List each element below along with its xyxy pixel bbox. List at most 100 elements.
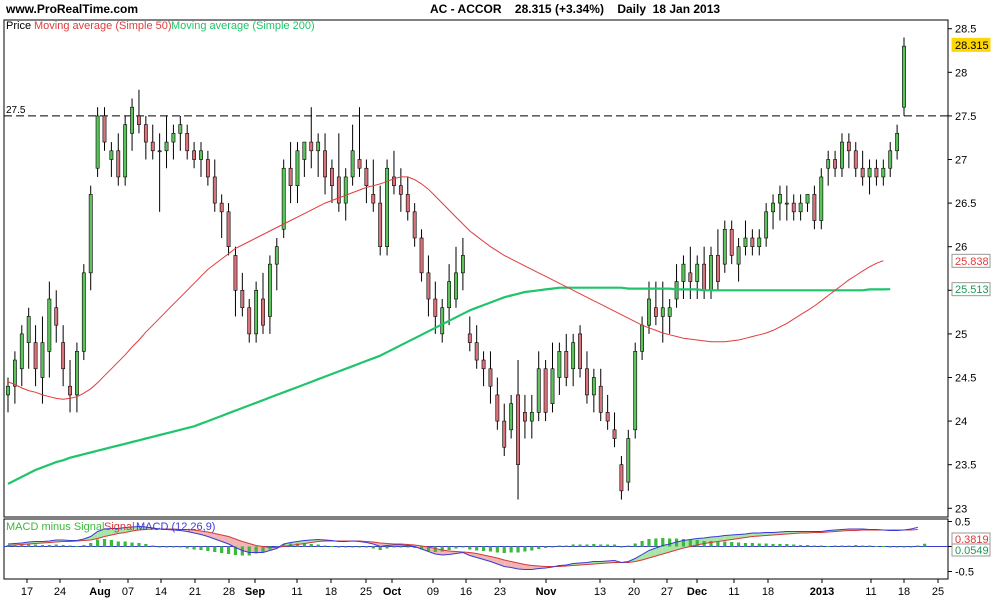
candle-body xyxy=(143,124,148,143)
macd-hist-bar xyxy=(102,539,107,547)
price-tick-label: 27.5 xyxy=(955,111,976,123)
candle-body xyxy=(261,298,265,326)
macd-hist-bar xyxy=(888,546,892,548)
macd-hist-bar xyxy=(523,546,527,552)
candle-body xyxy=(102,115,107,143)
candle-body xyxy=(240,289,245,309)
macd-hist-bar xyxy=(895,546,899,548)
ma200-line xyxy=(7,286,891,485)
time-tick-label: 18 xyxy=(898,586,910,598)
candle-body xyxy=(778,194,782,204)
macd-hist-bar xyxy=(130,542,134,547)
candle-body xyxy=(398,185,403,195)
macd-hist-bar xyxy=(709,541,713,547)
price-change: 28.315 (+3.34%) xyxy=(514,2,604,16)
time-tick-label: 25 xyxy=(360,586,372,598)
candle-body xyxy=(185,133,190,152)
candle-body xyxy=(564,351,569,378)
price-tick-label: 25 xyxy=(955,329,967,341)
candle-body xyxy=(716,255,720,282)
candle-body xyxy=(295,150,300,186)
candle-body xyxy=(26,316,31,343)
macd-hist-bar xyxy=(213,546,217,552)
macd-hist-bar xyxy=(178,546,182,548)
site-name[interactable]: www.ProRealTime.com xyxy=(6,2,139,16)
candle-body xyxy=(536,368,541,413)
macd-signal-fill xyxy=(90,531,98,540)
macd-hist-bar xyxy=(730,542,734,547)
candle-body xyxy=(722,228,727,265)
macd-hist-bar xyxy=(233,546,238,555)
time-tick-label: 24 xyxy=(54,586,66,598)
candle-body xyxy=(619,464,624,492)
candle-body xyxy=(247,307,252,335)
legends: Price Moving average (Simple 50) Moving … xyxy=(6,20,315,533)
macd-hist-bar xyxy=(578,544,582,547)
macd-hist-bar xyxy=(440,546,444,552)
macd-hist-bar xyxy=(750,543,754,547)
macd-hist-bar xyxy=(612,544,617,547)
macd-hist-bar xyxy=(151,545,155,547)
macd-tick-label: 0.5 xyxy=(955,517,970,529)
candle-body xyxy=(819,176,824,221)
macd-hist-bar xyxy=(20,545,24,547)
macd-signal-fill xyxy=(511,561,519,569)
legend-macd-line: MACD (12,26,9) xyxy=(136,521,215,533)
date-label: 18 Jan 2013 xyxy=(652,2,721,16)
macd-hist-bar xyxy=(6,545,10,547)
candle-body xyxy=(605,412,610,422)
macd-signal-fill xyxy=(683,539,691,548)
candle-body xyxy=(591,377,596,396)
candle-body xyxy=(653,307,658,317)
macd-hist-bar xyxy=(530,546,534,551)
time-tick-label: 16 xyxy=(460,586,472,598)
candle-body xyxy=(557,351,562,378)
candle-body xyxy=(371,194,376,204)
macd-hist-bar xyxy=(557,545,561,547)
macd-hist-bar xyxy=(599,544,603,547)
time-tick-label: 17 xyxy=(21,586,33,598)
ma200-badge: 25.513 xyxy=(955,284,989,296)
macd-hist-bar xyxy=(881,546,885,547)
macd-signal-fill xyxy=(421,546,429,552)
macd-hist-bar xyxy=(909,546,913,548)
legend-macd-hist: MACD minus Signal xyxy=(6,521,104,533)
candle-body xyxy=(440,307,445,335)
time-axis: 17 24 Aug 07 14 21 28 Sep 11 18 25 Oct 09 16 23 Nov 13 20… xyxy=(21,579,944,598)
price-panel[interactable]: 23 23.5 24 24.5 25 26 26.5 27 27.5 28 28.5 27.5 28.3… xyxy=(3,19,991,518)
period-label: Daily xyxy=(617,2,646,16)
legend-price: Price xyxy=(6,20,31,32)
candle-body xyxy=(75,351,79,396)
time-tick-label: Dec xyxy=(687,586,707,598)
macd-signal-fill xyxy=(428,547,436,554)
candle-body xyxy=(281,167,286,230)
macd-hist-bar xyxy=(840,545,844,547)
macd-hist-bar xyxy=(226,546,231,554)
candle-body xyxy=(219,202,224,213)
macd-hist-bar xyxy=(199,546,203,550)
candle-body xyxy=(474,342,479,361)
time-tick-label: 09 xyxy=(427,586,439,598)
candle-body xyxy=(771,202,775,213)
candle-body xyxy=(212,176,217,204)
price-tick-label: 23.5 xyxy=(955,460,976,472)
price-panel-frame xyxy=(3,19,949,518)
macd-hist-bar xyxy=(61,545,65,547)
candle-body xyxy=(529,412,534,422)
candle-body xyxy=(826,159,831,169)
candle-body xyxy=(784,202,789,205)
macd-hist-bar xyxy=(192,546,196,550)
candle-body xyxy=(585,368,589,396)
macd-hist-bar xyxy=(75,546,79,547)
candle-body xyxy=(288,167,293,186)
candle-body xyxy=(812,194,817,221)
macd-hist-bar xyxy=(826,546,830,547)
macd-hist-bar xyxy=(792,544,796,547)
macd-hist-bar xyxy=(316,544,320,547)
macd-hist-bar xyxy=(164,546,169,548)
macd-signal-fill xyxy=(697,538,705,545)
macd-signal-fill xyxy=(724,535,732,541)
top-bar: www.ProRealTime.com AC - ACCOR 28.315 (+… xyxy=(0,0,1000,20)
